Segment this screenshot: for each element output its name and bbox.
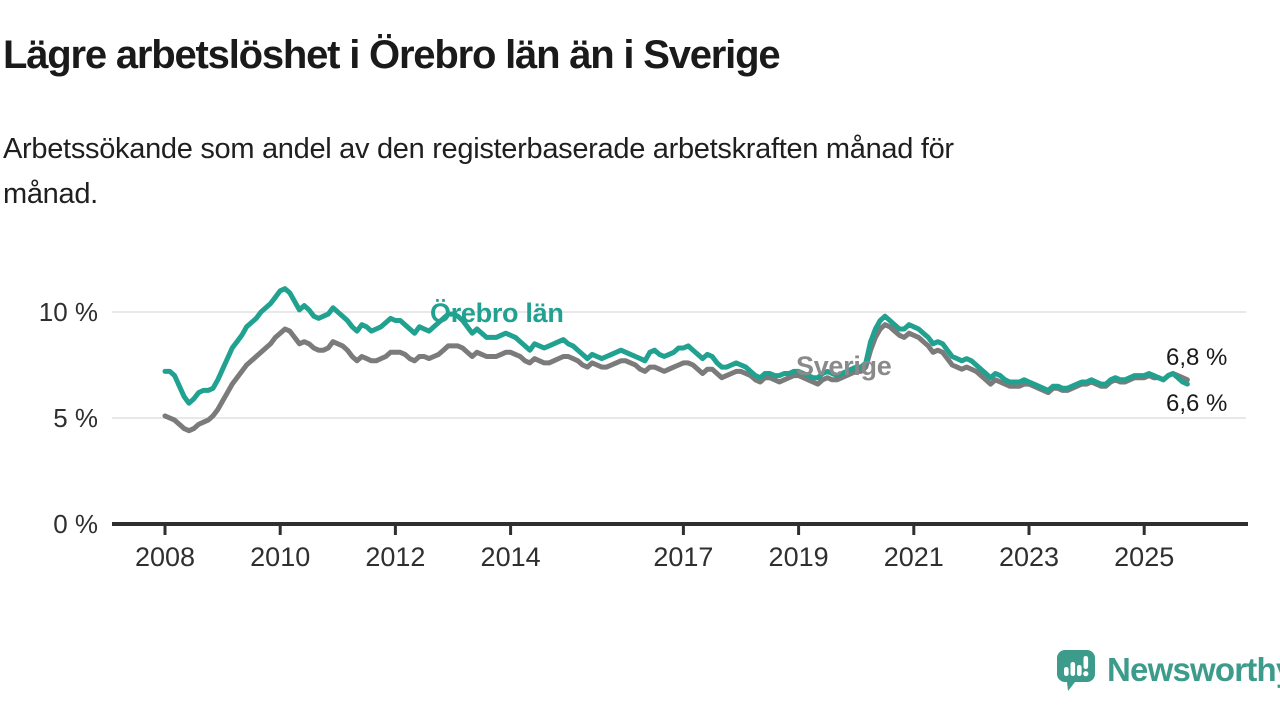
series-label-sverige: Sverige — [796, 351, 892, 381]
newsworthy-wordmark: Newsworthy — [1107, 651, 1280, 688]
series-line-örebro-län — [162, 286, 1190, 406]
x-tick-label-2014: 2014 — [481, 542, 541, 572]
end-value-orebro-lan: 6,6 % — [1166, 390, 1228, 417]
subtitle-line-2: månad. — [3, 178, 98, 210]
y-tick-label-5: 5 % — [53, 403, 98, 433]
x-tick-label-2023: 2023 — [999, 542, 1059, 572]
series-label-orebro-lan: Örebro län — [430, 298, 564, 328]
x-tick-label-2025: 2025 — [1114, 542, 1174, 572]
x-tick-label-2008: 2008 — [135, 542, 195, 572]
y-tick-label-10: 10 % — [39, 297, 98, 327]
chart-subtitle: Arbetssökande som andel av den registerb… — [3, 127, 954, 217]
y-tick-label-0: 0 % — [53, 509, 98, 539]
series-line-sverige — [162, 322, 1190, 434]
newsworthy-bubble-chart-icon — [1057, 650, 1095, 691]
x-tick-label-2021: 2021 — [884, 542, 944, 572]
x-tick-label-2019: 2019 — [769, 542, 829, 572]
page-title: Lägre arbetslöshet i Örebro län än i Sve… — [3, 33, 781, 77]
x-tick-label-2010: 2010 — [250, 542, 310, 572]
x-tick-label-2012: 2012 — [365, 542, 425, 572]
x-tick-label-2017: 2017 — [653, 542, 713, 572]
subtitle-line-1: Arbetssökande som andel av den registerb… — [3, 133, 954, 165]
end-value-sverige: 6,8 % — [1166, 344, 1228, 371]
newsworthy-logo: Newsworthy — [1056, 649, 1280, 691]
